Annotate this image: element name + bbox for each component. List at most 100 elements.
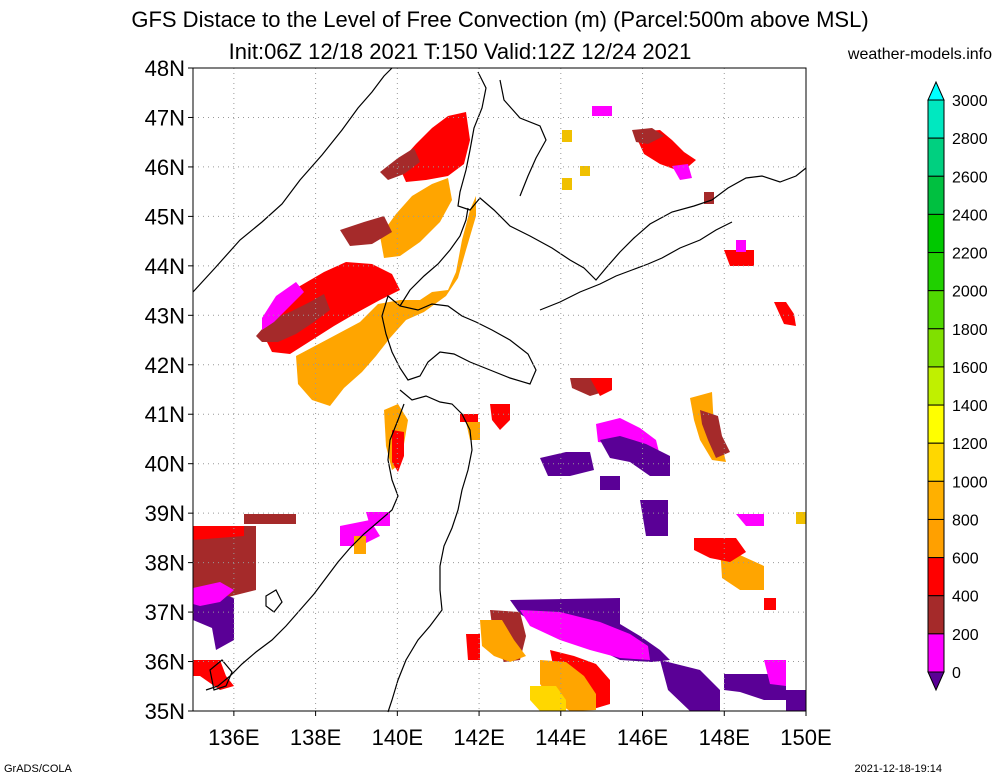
colorbar-swatch [927, 175, 945, 215]
colorbar-label: 2200 [952, 246, 988, 263]
lon-label: 146E [617, 725, 668, 750]
colorbar-label: 2400 [952, 207, 988, 224]
lat-label: 48N [145, 56, 185, 81]
colorbar-swatch [927, 557, 945, 597]
lfc-patch-red [774, 302, 796, 326]
lfc-patch-magenta [193, 582, 234, 606]
colorbar-label: 2600 [952, 169, 988, 186]
colorbar-swatch [927, 633, 945, 673]
coast-hokkaido [381, 294, 537, 385]
lfc-patch-magenta [520, 610, 650, 660]
lat-label: 45N [145, 204, 185, 229]
colorbar-swatch [927, 442, 945, 482]
colorbar-swatch [927, 404, 945, 444]
map-frame [192, 67, 807, 712]
lfc-patch-magenta [366, 512, 390, 526]
lat-label: 38N [145, 551, 185, 576]
lfc-patch-red [466, 634, 480, 660]
lfc-patch-brown [340, 216, 392, 246]
coast-siberia [192, 67, 393, 293]
lat-label: 40N [145, 452, 185, 477]
lat-label: 39N [145, 501, 185, 526]
lfc-patch-red [694, 538, 746, 562]
colorbar-swatch [927, 366, 945, 406]
lfc-field-layer [193, 106, 806, 711]
colorbar: 3000280026002400220020001800160014001200… [927, 80, 988, 692]
colorbar-swatch [927, 213, 945, 254]
footer-software: GrADS/COLA [4, 763, 72, 775]
lat-label: 36N [145, 650, 185, 675]
lfc-patch-brown [244, 514, 296, 524]
colorbar-label: 800 [952, 512, 979, 529]
lfc-patch-red [490, 404, 510, 430]
lfc-patch-purple [660, 660, 720, 711]
lfc-patch-orange [480, 620, 526, 662]
lfc-patch-magenta [672, 164, 692, 180]
lfc-patch-purple [600, 436, 670, 476]
lon-label: 136E [208, 725, 259, 750]
lfc-patch-purple [600, 476, 620, 490]
colorbar-label: 3000 [952, 93, 988, 110]
lfc-patch-magenta [736, 240, 746, 252]
coast-honshu-north [387, 389, 473, 713]
colorbar-swatch [927, 99, 945, 139]
chart-title: GFS Distace to the Level of Free Convect… [131, 7, 869, 32]
colorbar-label: 2800 [952, 131, 988, 148]
lon-label: 142E [453, 725, 504, 750]
lfc-patch-magenta [736, 514, 764, 526]
lfc-patch-magenta [262, 282, 304, 330]
chart-subtitle: Init:06Z 12/18 2021 T:150 Valid:12Z 12/2… [228, 39, 692, 64]
colorbar-swatch [927, 518, 945, 559]
colorbar-swatch [927, 252, 945, 292]
lat-label: 41N [145, 402, 185, 427]
lat-label: 35N [145, 699, 185, 724]
lfc-patch-brown [700, 410, 730, 458]
longitude-labels: 136E 138E 140E 142E 144E 146E 148E 150E [208, 711, 832, 750]
lat-label: 47N [145, 105, 185, 130]
lfc-patch-orange [296, 196, 476, 406]
lat-label: 43N [145, 303, 185, 328]
lon-label: 148E [699, 725, 750, 750]
colorbar-label: 200 [952, 627, 979, 644]
lat-label: 42N [145, 353, 185, 378]
coast-sakhalin [457, 71, 807, 281]
colorbar-label: 1200 [952, 436, 988, 453]
colorbar-label: 2000 [952, 284, 988, 301]
lon-label: 150E [780, 725, 831, 750]
colorbar-arrow-top [927, 80, 945, 101]
lfc-patch-red [193, 660, 234, 690]
coast-hokkaido-north [399, 207, 469, 307]
lat-label: 46N [145, 155, 185, 180]
lfc-patch-purple [193, 592, 234, 650]
lat-label: 44N [145, 254, 185, 279]
colorbar-swatch [927, 290, 945, 330]
lfc-patch-orange [380, 178, 452, 258]
lon-label: 140E [372, 725, 423, 750]
lfc-patch-brown [632, 128, 664, 144]
coast-sado [265, 589, 283, 613]
lfc-patch-amber [796, 512, 806, 524]
coast-kurils [539, 221, 733, 311]
colorbar-swatch [927, 595, 945, 635]
colorbar-label: 1800 [952, 322, 988, 339]
lfc-patch-red [590, 378, 612, 396]
lfc-patch-magenta [592, 106, 612, 116]
lfc-patch-purple [540, 452, 594, 476]
lfc-patch-magenta [340, 520, 380, 546]
lat-label: 37N [145, 600, 185, 625]
lfc-patch-amber [580, 166, 590, 176]
lfc-patch-amber [562, 130, 572, 142]
colorbar-label: 1400 [952, 398, 988, 415]
lfc-patch-red [193, 526, 244, 540]
footer-timestamp: 2021-12-18-19:14 [854, 763, 942, 775]
lfc-patch-purple [786, 690, 806, 711]
latitude-labels: 48N 47N 46N 45N 44N 43N 42N 41N 40N 39N 38N 37N 36N 3… [145, 56, 193, 724]
coast-honshu-west [205, 403, 405, 691]
lfc-patch-orange [466, 422, 480, 440]
coastline-layer [192, 67, 807, 713]
coast-sakhalin-east [499, 79, 547, 197]
lfc-patch-amber [562, 178, 572, 190]
coast-noto [209, 659, 233, 691]
colorbar-label: 0 [952, 665, 961, 682]
